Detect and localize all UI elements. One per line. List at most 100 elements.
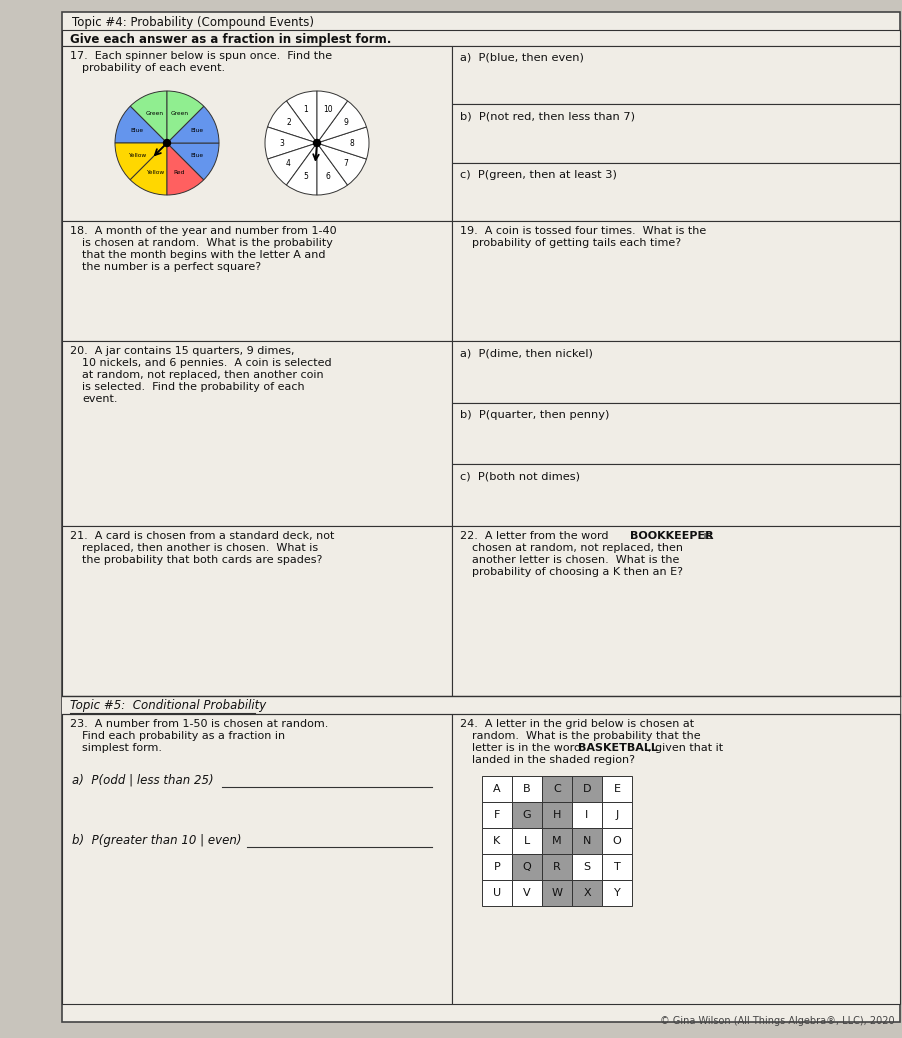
Text: R: R	[553, 862, 561, 872]
Wedge shape	[317, 143, 347, 195]
Circle shape	[314, 139, 320, 146]
Bar	[62, 46, 452, 221]
Text: c)  P(both not dimes): c) P(both not dimes)	[460, 471, 580, 482]
Text: another letter is chosen.  What is the: another letter is chosen. What is the	[472, 555, 679, 565]
Text: the number is a perfect square?: the number is a perfect square?	[82, 262, 261, 272]
Text: simplest form.: simplest form.	[82, 743, 162, 753]
Bar	[602, 802, 632, 828]
Text: 24.  A letter in the grid below is chosen at: 24. A letter in the grid below is chosen…	[460, 719, 695, 729]
Text: landed in the shaded region?: landed in the shaded region?	[472, 755, 635, 765]
Text: is chosen at random.  What is the probability: is chosen at random. What is the probabi…	[82, 238, 333, 248]
Text: , given that it: , given that it	[648, 743, 723, 753]
Text: letter is in the word: letter is in the word	[472, 743, 584, 753]
Text: Give each answer as a fraction in simplest form.: Give each answer as a fraction in simple…	[70, 33, 391, 46]
Bar	[62, 696, 900, 714]
Wedge shape	[130, 143, 167, 195]
Text: a)  P(blue, then even): a) P(blue, then even)	[460, 53, 584, 63]
Wedge shape	[317, 143, 366, 185]
Wedge shape	[268, 143, 317, 185]
Text: the probability that both cards are spades?: the probability that both cards are spad…	[82, 555, 322, 565]
Text: 6: 6	[326, 172, 330, 181]
Text: probability of each event.: probability of each event.	[82, 63, 226, 73]
Wedge shape	[167, 106, 219, 143]
Bar	[542, 776, 572, 802]
Bar	[452, 163, 900, 221]
Wedge shape	[167, 143, 219, 180]
Text: © Gina Wilson (All Things Algebra®, LLC), 2020: © Gina Wilson (All Things Algebra®, LLC)…	[660, 1016, 895, 1026]
Bar	[602, 776, 632, 802]
Text: P: P	[493, 862, 501, 872]
Bar	[452, 403, 900, 464]
Bar	[512, 776, 542, 802]
Wedge shape	[115, 143, 167, 180]
Text: 5: 5	[304, 172, 308, 181]
Text: 2: 2	[286, 117, 290, 127]
Text: probability of choosing a K then an E?: probability of choosing a K then an E?	[472, 567, 683, 577]
Bar	[452, 342, 900, 403]
Text: is selected.  Find the probability of each: is selected. Find the probability of eac…	[82, 382, 305, 392]
Text: Topic #4: Probability (Compound Events): Topic #4: Probability (Compound Events)	[72, 16, 314, 29]
Bar	[482, 880, 512, 906]
Text: 20.  A jar contains 15 quarters, 9 dimes,: 20. A jar contains 15 quarters, 9 dimes,	[70, 346, 294, 356]
Text: is: is	[700, 531, 713, 541]
Bar	[452, 105, 900, 163]
Text: a)  P(odd | less than 25): a) P(odd | less than 25)	[72, 774, 214, 787]
Bar	[452, 464, 900, 526]
Text: A: A	[493, 784, 501, 794]
Wedge shape	[287, 91, 317, 143]
Text: O: O	[612, 836, 621, 846]
Wedge shape	[167, 143, 204, 195]
Text: Find each probability as a fraction in: Find each probability as a fraction in	[82, 731, 285, 741]
Text: b)  P(quarter, then penny): b) P(quarter, then penny)	[460, 410, 610, 419]
Bar	[572, 880, 602, 906]
Text: H: H	[553, 810, 561, 820]
Wedge shape	[130, 91, 167, 143]
Text: BOOKKEEPER: BOOKKEEPER	[630, 531, 713, 541]
Text: T: T	[613, 862, 621, 872]
Text: M: M	[552, 836, 562, 846]
Bar	[512, 880, 542, 906]
Bar	[452, 46, 900, 105]
Bar	[542, 802, 572, 828]
Bar	[62, 342, 452, 526]
Text: random.  What is the probability that the: random. What is the probability that the	[472, 731, 701, 741]
Wedge shape	[317, 91, 347, 143]
Text: 23.  A number from 1-50 is chosen at random.: 23. A number from 1-50 is chosen at rand…	[70, 719, 328, 729]
Text: S: S	[584, 862, 591, 872]
Text: 8: 8	[350, 138, 354, 147]
Text: B: B	[523, 784, 530, 794]
Text: 7: 7	[343, 159, 348, 168]
Text: Green: Green	[170, 111, 189, 115]
Text: a)  P(dime, then nickel): a) P(dime, then nickel)	[460, 348, 593, 358]
Bar	[452, 221, 900, 342]
Bar	[572, 776, 602, 802]
Bar	[62, 526, 452, 696]
Text: c)  P(green, then at least 3): c) P(green, then at least 3)	[460, 169, 617, 180]
Bar	[602, 854, 632, 880]
Bar	[62, 30, 900, 46]
Text: F: F	[493, 810, 501, 820]
Text: at random, not replaced, then another coin: at random, not replaced, then another co…	[82, 370, 324, 380]
Text: N: N	[583, 836, 591, 846]
Text: chosen at random, not replaced, then: chosen at random, not replaced, then	[472, 543, 683, 553]
Bar	[512, 828, 542, 854]
Text: 10 nickels, and 6 pennies.  A coin is selected: 10 nickels, and 6 pennies. A coin is sel…	[82, 358, 332, 368]
Bar	[542, 854, 572, 880]
Text: U: U	[492, 887, 502, 898]
Bar	[572, 828, 602, 854]
Text: L: L	[524, 836, 530, 846]
Text: 9: 9	[343, 117, 348, 127]
Text: 21.  A card is chosen from a standard deck, not: 21. A card is chosen from a standard dec…	[70, 531, 335, 541]
Text: 1: 1	[304, 105, 308, 114]
Text: replaced, then another is chosen.  What is: replaced, then another is chosen. What i…	[82, 543, 318, 553]
Wedge shape	[287, 143, 317, 195]
Bar	[482, 776, 512, 802]
Text: 19.  A coin is tossed four times.  What is the: 19. A coin is tossed four times. What is…	[460, 226, 706, 236]
Wedge shape	[265, 127, 317, 159]
Text: C: C	[553, 784, 561, 794]
Text: D: D	[583, 784, 591, 794]
Text: Yellow: Yellow	[145, 170, 164, 175]
Text: b)  P(not red, then less than 7): b) P(not red, then less than 7)	[460, 111, 635, 121]
Text: 3: 3	[280, 138, 284, 147]
Text: Blue: Blue	[190, 153, 203, 158]
